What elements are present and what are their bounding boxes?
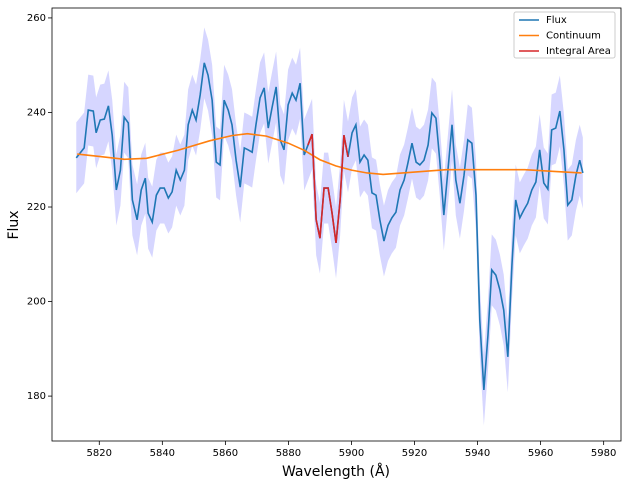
y-tick-label: 220: [27, 202, 46, 213]
x-tick-label: 5820: [87, 448, 112, 459]
series-line: [307, 133, 349, 244]
y-axis-label: Flux: [6, 210, 22, 239]
y-tick-label: 180: [27, 391, 46, 402]
y-tick-label: 200: [27, 297, 46, 308]
x-tick-label: 5840: [150, 448, 175, 459]
series-line: [77, 132, 582, 176]
x-tick-label: 5880: [276, 448, 301, 459]
legend-label: Continuum: [546, 31, 601, 42]
legend-label: Integral Area: [546, 46, 611, 57]
y-tick-label: 260: [27, 13, 46, 24]
x-tick-label: 5900: [339, 448, 364, 459]
x-tick-label: 5980: [591, 448, 616, 459]
x-tick-label: 5920: [402, 448, 427, 459]
legend-label: Flux: [546, 15, 567, 26]
x-tick-label: 5960: [528, 448, 553, 459]
error-band: [76, 27, 583, 426]
y-tick-label: 240: [27, 107, 46, 118]
plot-frame: [51, 7, 622, 442]
x-tick-label: 5940: [465, 448, 490, 459]
x-axis-label: Wavelength (Å): [282, 463, 390, 480]
legend-box: [513, 11, 616, 59]
x-tick-label: 5860: [213, 448, 238, 459]
